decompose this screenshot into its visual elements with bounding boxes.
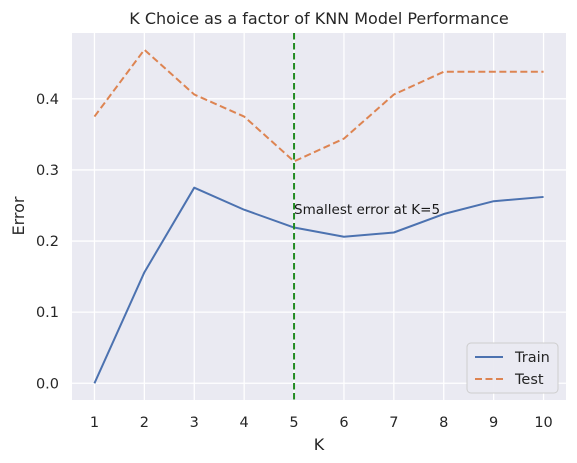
y-tick-label: 0.2	[36, 234, 59, 250]
x-tick-label: 8	[439, 415, 448, 431]
annotation-text: Smallest error at K=5	[294, 202, 440, 218]
x-tick-label: 2	[140, 415, 149, 431]
legend-box	[466, 342, 559, 394]
annotation-layer: Smallest error at K=5	[294, 202, 440, 218]
y-tick-label: 0.3	[36, 163, 59, 179]
x-tick-label: 7	[389, 415, 398, 431]
x-tick-label: 4	[240, 415, 249, 431]
tick-labels: 1 2 3 4 5 6 7 8 9 10 0.0 0.1 0.2 0.3 0.4	[36, 92, 553, 431]
x-tick-label: 10	[534, 415, 552, 431]
series-line-train	[93, 186, 544, 384]
legend-label-test: Test	[514, 372, 544, 388]
legend-label-train: Train	[514, 350, 550, 366]
legend: Train Test	[466, 342, 559, 394]
y-axis-label: Error	[9, 196, 28, 235]
x-tick-label: 9	[489, 415, 498, 431]
x-tick-label: 3	[190, 415, 199, 431]
x-tick-label: 6	[339, 415, 348, 431]
data-marks	[93, 33, 544, 400]
series-line-test	[93, 48, 544, 163]
plot-background	[72, 33, 566, 400]
x-axis-label: K	[314, 435, 325, 454]
x-tick-label: 5	[289, 415, 298, 431]
y-tick-label: 0.0	[36, 376, 59, 392]
x-tick-label: 1	[90, 415, 99, 431]
y-tick-label: 0.1	[36, 305, 59, 321]
chart-title: K Choice as a factor of KNN Model Perfor…	[129, 9, 508, 28]
y-tick-label: 0.4	[36, 92, 59, 108]
